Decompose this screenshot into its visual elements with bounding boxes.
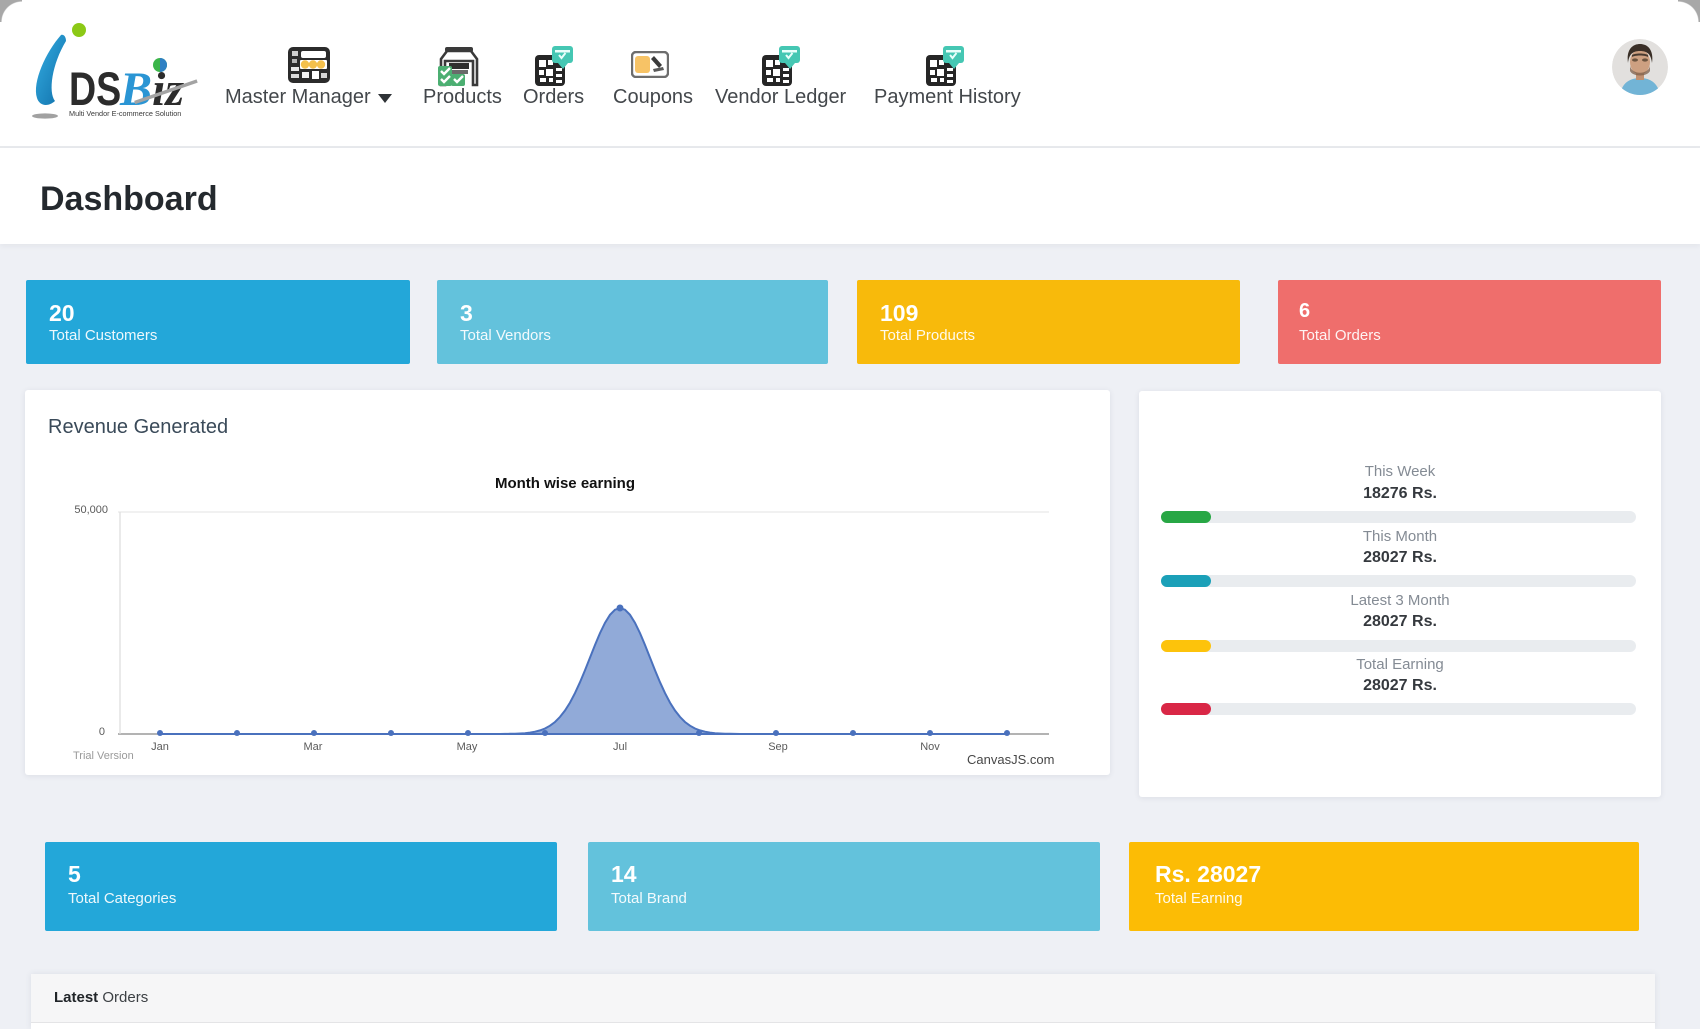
svg-text:DS: DS	[69, 63, 121, 116]
svg-text:Multi Vendor E-commerce Soluti: Multi Vendor E-commerce Solution	[69, 109, 181, 118]
